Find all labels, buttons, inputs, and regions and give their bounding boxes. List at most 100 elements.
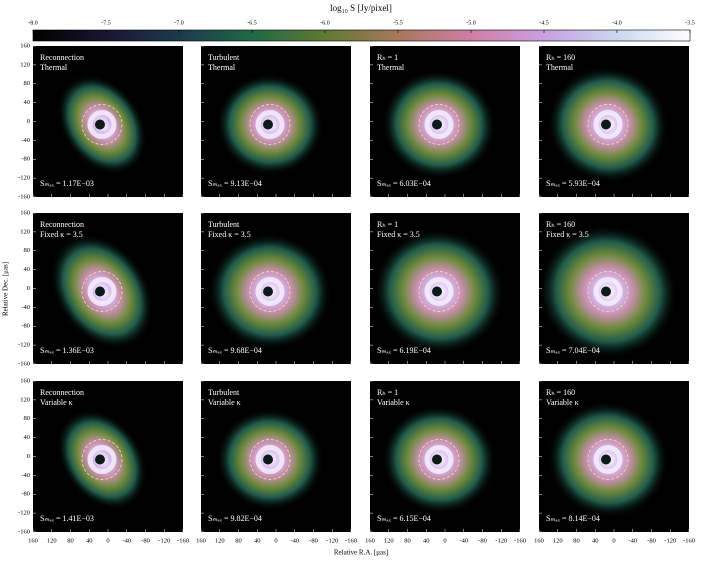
x-tick-label: 80 <box>573 537 580 544</box>
x-tick-label: 0 <box>274 537 277 544</box>
x-tick-label: -40 <box>122 537 131 544</box>
y-tick-label: 40 <box>24 99 31 106</box>
x-axis-label: Relative R.A. [μas] <box>334 549 388 557</box>
x-tick-label: 120 <box>553 537 563 544</box>
x-tick-label: 120 <box>47 537 57 544</box>
panel-title: Fixed κ = 3.5 <box>377 230 420 239</box>
y-tick-label: 0 <box>27 285 30 292</box>
shadow <box>432 286 442 297</box>
panel-title: Variable κ <box>40 398 73 407</box>
shadow <box>95 286 105 297</box>
colorbar-tick-label: -6.5 <box>247 20 257 26</box>
reference-circle <box>81 271 123 312</box>
panel-title: Rₕ = 1 <box>377 53 398 62</box>
panel-title: Variable κ <box>377 398 410 407</box>
photon-ring <box>593 110 623 140</box>
photon-ring <box>255 445 285 475</box>
colorbar-tick-label: -6.0 <box>320 20 330 26</box>
y-tick-label: 40 <box>24 266 31 273</box>
reference-circle <box>418 104 460 145</box>
smax-label: Sₘₐₓ = 9.13E−04 <box>208 179 262 188</box>
reference-circle <box>81 104 123 145</box>
colorbar-tick-label: -5.0 <box>466 20 476 26</box>
panel-title: Rₕ = 1 <box>377 388 398 397</box>
smax-label: Sₘₐₓ = 9.82E−04 <box>208 514 262 523</box>
x-tick-label: 80 <box>404 537 411 544</box>
reference-circle <box>587 271 629 312</box>
shadow <box>95 454 105 465</box>
x-tick-label: 160 <box>196 537 206 544</box>
x-tick-label: 40 <box>86 537 93 544</box>
x-tick-label: 80 <box>235 537 242 544</box>
panel-title: Thermal <box>377 63 405 72</box>
x-tick-label: -160 <box>514 537 526 544</box>
x-tick-label: -120 <box>158 537 170 544</box>
panel-title: Rₕ = 160 <box>546 220 575 229</box>
shadow <box>263 286 273 297</box>
y-tick-label: 160 <box>20 209 30 216</box>
x-tick-label: 0 <box>443 537 446 544</box>
shadow <box>432 454 442 465</box>
x-tick-label: -40 <box>628 537 637 544</box>
shadow <box>601 286 611 297</box>
x-tick-label: -80 <box>478 537 487 544</box>
photon-ring <box>424 277 454 307</box>
colorbar-tick-label: -4.0 <box>612 20 622 26</box>
y-tick-label: 80 <box>24 415 31 422</box>
smax-label: Sₘₐₓ = 7.04E−04 <box>546 346 600 355</box>
colorbar-tick-label: -7.0 <box>174 20 184 26</box>
colorbar-tick-label: -5.5 <box>393 20 403 26</box>
panel-title: Turbulent <box>208 388 240 397</box>
x-tick-label: 0 <box>106 537 109 544</box>
y-tick-label: 120 <box>20 61 30 68</box>
x-tick-label: -40 <box>290 537 299 544</box>
x-tick-label: 160 <box>28 537 38 544</box>
x-tick-label: 0 <box>612 537 615 544</box>
panel-title: Thermal <box>546 63 574 72</box>
panel-title: Variable κ <box>208 398 241 407</box>
reference-circle <box>587 439 629 480</box>
y-tick-label: -120 <box>18 175 30 182</box>
smax-label: Sₘₐₓ = 6.15E−04 <box>377 514 431 523</box>
colorbar-tick-label: -8.0 <box>28 20 38 26</box>
smax-label: Sₘₐₓ = 1.41E−03 <box>40 514 94 523</box>
panel-title: Reconnection <box>40 53 84 62</box>
x-tick-label: -80 <box>647 537 656 544</box>
panel-title: Rₕ = 1 <box>377 220 398 229</box>
y-tick-label: 80 <box>24 80 31 87</box>
y-tick-label: -120 <box>18 342 30 349</box>
x-tick-label: 40 <box>592 537 599 544</box>
shadow <box>263 119 273 130</box>
y-tick-label: 80 <box>24 247 31 254</box>
x-tick-label: -40 <box>459 537 468 544</box>
x-tick-label: -120 <box>326 537 338 544</box>
x-tick-label: -80 <box>309 537 318 544</box>
photon-ring <box>255 110 285 140</box>
smax-label: Sₘₐₓ = 6.03E−04 <box>377 179 431 188</box>
x-tick-label: 40 <box>423 537 430 544</box>
x-tick-label: -160 <box>345 537 357 544</box>
y-tick-label: -40 <box>21 304 30 311</box>
panel-title: Turbulent <box>208 220 240 229</box>
colorbar-tick-label: -3.5 <box>685 20 695 26</box>
y-tick-label: 120 <box>20 396 30 403</box>
x-tick-label: -160 <box>683 537 695 544</box>
panel-title: Turbulent <box>208 53 240 62</box>
y-tick-label: 0 <box>27 118 30 125</box>
shadow <box>601 119 611 130</box>
smax-label: Sₘₐₓ = 8.14E−04 <box>546 514 600 523</box>
y-tick-label: 160 <box>20 377 30 384</box>
shadow <box>263 454 273 465</box>
x-tick-label: -120 <box>495 537 507 544</box>
photon-ring <box>593 445 623 475</box>
x-tick-label: 80 <box>67 537 74 544</box>
photon-ring <box>424 445 454 475</box>
reference-circle <box>587 104 629 145</box>
